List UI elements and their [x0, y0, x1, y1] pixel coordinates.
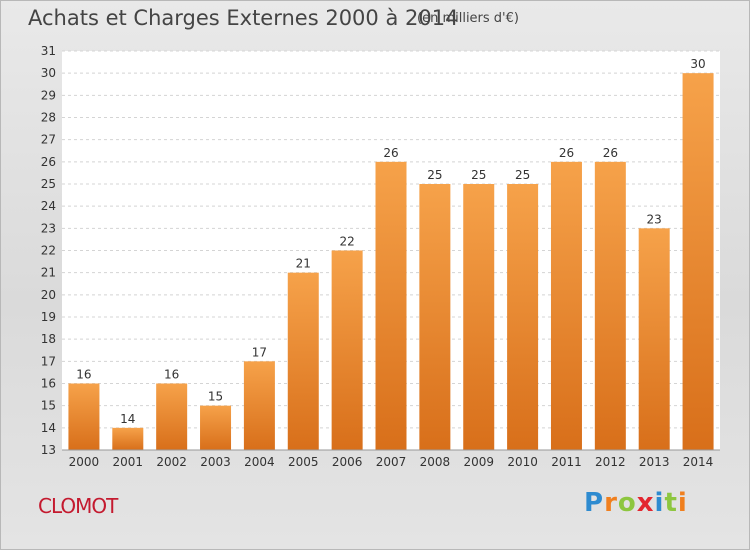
y-tick-label: 24: [41, 199, 56, 213]
x-tick-label: 2011: [551, 455, 582, 469]
y-tick-label: 14: [41, 421, 56, 435]
x-tick-label: 2008: [420, 455, 451, 469]
y-tick-label: 28: [41, 111, 56, 125]
data-label: 16: [76, 368, 91, 382]
bar: [68, 383, 100, 450]
x-tick-label: 2012: [595, 455, 626, 469]
y-tick-label: 20: [41, 288, 56, 302]
data-label: 16: [164, 368, 179, 382]
x-tick-label: 2009: [463, 455, 494, 469]
bar: [156, 383, 188, 450]
proxiti-logo: Proxiti: [584, 488, 688, 518]
y-tick-label: 21: [41, 266, 56, 280]
logo-letter: i: [654, 488, 665, 518]
y-tick-label: 15: [41, 399, 56, 413]
x-tick-label: 2007: [376, 455, 407, 469]
y-tick-label: 23: [41, 221, 56, 235]
y-tick-label: 18: [41, 332, 56, 346]
bar: [200, 405, 232, 450]
y-tick-label: 22: [41, 244, 56, 258]
chart-title: Achats et Charges Externes 2000 à 2014: [28, 6, 459, 30]
data-label: 26: [603, 146, 618, 160]
bar: [638, 228, 670, 450]
bar: [507, 184, 539, 450]
x-tick-label: 2013: [639, 455, 670, 469]
data-label: 26: [559, 146, 574, 160]
bar: [550, 161, 582, 451]
data-label: 21: [296, 257, 311, 271]
bar: [331, 250, 363, 450]
bar: [287, 272, 319, 450]
data-label: 23: [647, 212, 662, 226]
y-tick-label: 30: [41, 66, 56, 80]
chart-subtitle: (en milliers d'€): [417, 11, 519, 26]
x-tick-label: 2004: [244, 455, 275, 469]
x-tick-label: 2001: [113, 455, 144, 469]
data-label: 22: [339, 235, 354, 249]
bars: [68, 73, 714, 451]
data-label: 25: [427, 168, 442, 182]
logo-letter: o: [617, 488, 637, 518]
logo-letter: r: [604, 488, 618, 518]
x-tick-label: 2000: [69, 455, 100, 469]
bar: [112, 427, 144, 450]
data-label: 17: [252, 345, 267, 359]
logo-letter: i: [677, 488, 688, 518]
x-tick-label: 2002: [156, 455, 187, 469]
x-tick-label: 2005: [288, 455, 319, 469]
x-tick-label: 2006: [332, 455, 363, 469]
bar: [463, 184, 495, 450]
value-labels: 16 14 16 15 17 21 22 26 25 25 25 26 26 23 30: [76, 57, 705, 426]
y-tick-label: 17: [41, 354, 56, 368]
y-tick-label: 13: [41, 443, 56, 457]
y-tick-label: 27: [41, 133, 56, 147]
data-label: 30: [690, 57, 705, 71]
y-tick-label: 16: [41, 377, 56, 391]
x-tick-label: 2003: [200, 455, 231, 469]
bar: [419, 184, 451, 450]
logo-letter: t: [664, 488, 678, 518]
y-tick-label: 19: [41, 310, 56, 324]
logo-letter: P: [584, 488, 605, 518]
y-tick-label: 25: [41, 177, 56, 191]
data-label: 26: [383, 146, 398, 160]
commune-name: CLOMOT: [38, 494, 118, 518]
data-label: 15: [208, 390, 223, 404]
bar: [375, 161, 407, 451]
data-label: 25: [471, 168, 486, 182]
bar: [594, 161, 626, 451]
y-axis-ticks: 13 14 15 16 17 18 19 20 21 22 23 24 25 26 27 28 29 30 31: [41, 44, 56, 457]
data-label: 14: [120, 412, 135, 426]
bar: [682, 73, 714, 451]
x-axis-ticks: 2000 2001 2002 2003 2004 2005 2006 2007 2008 2009…: [62, 449, 720, 469]
y-tick-label: 26: [41, 155, 56, 169]
bar: [243, 361, 275, 450]
y-tick-label: 31: [41, 44, 56, 58]
data-label: 25: [515, 168, 530, 182]
logo-letter: x: [636, 488, 655, 518]
x-tick-label: 2014: [683, 455, 714, 469]
x-tick-label: 2010: [507, 455, 538, 469]
y-tick-label: 29: [41, 88, 56, 102]
